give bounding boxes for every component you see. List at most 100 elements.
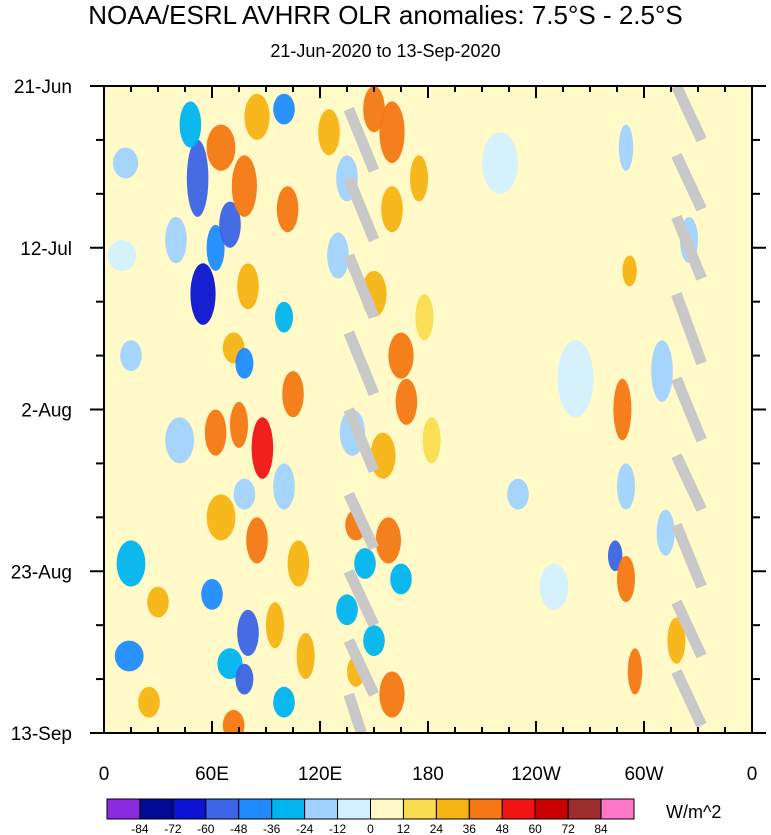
anomaly-region-67 <box>622 255 637 287</box>
anomaly-region-34 <box>275 301 293 333</box>
anomaly-region-68 <box>613 378 632 441</box>
plot-background <box>104 86 752 733</box>
anomaly-region-3 <box>116 540 146 587</box>
missing-data-streak-7 <box>343 638 379 697</box>
anomaly-region-54 <box>395 378 418 425</box>
anomaly-region-38 <box>273 686 295 718</box>
colorbar-level-label: 0 <box>367 822 374 835</box>
anomaly-region-71 <box>617 555 635 603</box>
anomaly-region-45 <box>354 548 376 579</box>
missing-data-streak-3 <box>343 330 380 397</box>
anomaly-region-75 <box>667 617 686 664</box>
missing-data-streak-4 <box>343 407 380 474</box>
anomaly-region-53 <box>388 332 414 379</box>
anomaly-region-19 <box>235 347 254 379</box>
anomaly-region-61 <box>422 417 441 464</box>
anomaly-region-59 <box>410 155 428 202</box>
anomaly-region-31 <box>266 602 284 649</box>
anomaly-region-4 <box>114 640 144 672</box>
anomaly-region-36 <box>273 463 295 510</box>
anomaly-region-32 <box>273 93 295 125</box>
anomaly-region-7 <box>165 417 195 464</box>
anomaly-region-20 <box>204 409 227 456</box>
anomaly-region-47 <box>363 625 385 656</box>
missing-data-streak-2 <box>343 253 380 320</box>
colorbar-swatch <box>106 798 141 820</box>
anomaly-field <box>107 86 707 733</box>
missing-data-streak-15 <box>671 522 707 589</box>
anomaly-region-70 <box>608 540 623 572</box>
missing-data-streak-14 <box>671 453 707 512</box>
colorbar-swatch <box>172 798 207 820</box>
colorbar-swatch <box>435 798 470 820</box>
missing-data-streak-11 <box>671 214 707 281</box>
chart-subtitle: 21-Jun-2020 to 13-Sep-2020 <box>270 41 501 61</box>
anomaly-region-42 <box>327 232 349 279</box>
x-tick-label: 60E <box>195 764 229 785</box>
anomaly-region-0 <box>113 147 139 179</box>
anomaly-region-39 <box>296 632 315 680</box>
colorbar-swatch <box>205 798 240 820</box>
anomaly-region-66 <box>618 124 634 171</box>
missing-data-streak-13 <box>671 376 707 443</box>
x-tick-label: 120W <box>511 764 561 785</box>
anomaly-region-24 <box>246 517 268 564</box>
missing-data-streak-8 <box>343 692 367 733</box>
anomaly-region-11 <box>206 224 225 271</box>
colorbar-swatch <box>271 798 306 820</box>
anomaly-region-50 <box>379 101 405 163</box>
anomaly-region-28 <box>217 648 243 680</box>
anomaly-region-25 <box>233 478 256 510</box>
missing-data-streak-16 <box>671 599 707 659</box>
anomaly-region-6 <box>147 586 169 618</box>
anomaly-region-29 <box>235 663 254 695</box>
anomaly-region-69 <box>617 463 635 510</box>
colorbar-level-label: -72 <box>164 822 182 835</box>
anomaly-region-13 <box>179 101 202 148</box>
missing-data-streak-6 <box>343 568 379 628</box>
x-tick-label: 0 <box>99 764 110 785</box>
anomaly-region-23 <box>206 494 236 541</box>
colorbar-level-label: -24 <box>296 822 314 835</box>
anomaly-region-27 <box>237 609 259 657</box>
missing-data-streak-12 <box>671 292 707 366</box>
anomaly-region-65 <box>539 563 569 610</box>
anomaly-region-60 <box>415 294 434 341</box>
anomaly-region-46 <box>336 594 358 626</box>
anomaly-region-2 <box>120 340 142 371</box>
missing-data-streak-17 <box>671 669 707 728</box>
colorbar-swatch <box>501 798 536 820</box>
x-tick-label: 0 <box>747 764 758 785</box>
anomaly-region-15 <box>231 155 257 217</box>
anomaly-region-62 <box>507 478 529 510</box>
anomaly-region-40 <box>318 109 340 156</box>
colorbar-swatch <box>370 798 404 820</box>
missing-data-streak-9 <box>671 86 707 143</box>
x-tick-label: 120E <box>298 764 342 785</box>
colorbar-level-label: 36 <box>463 822 477 835</box>
anomaly-region-26 <box>201 579 223 610</box>
colorbar-level-label: 60 <box>529 822 543 835</box>
y-tick-label: 12-Jul <box>20 239 72 260</box>
anomaly-region-56 <box>375 517 401 564</box>
anomaly-region-58 <box>379 671 405 718</box>
anomaly-region-63 <box>482 132 518 194</box>
anomaly-region-12 <box>219 201 241 248</box>
anomaly-region-35 <box>282 371 304 418</box>
anomaly-region-16 <box>244 93 270 140</box>
x-tick-label: 180 <box>412 764 444 785</box>
y-tick-label: 13-Sep <box>11 724 72 745</box>
colorbar-level-label: 12 <box>397 822 411 835</box>
colorbar-level-label: -84 <box>131 822 149 835</box>
colorbar-level-label: 72 <box>561 822 575 835</box>
anomaly-region-51 <box>381 186 403 233</box>
colorbar-level-label: -36 <box>263 822 281 835</box>
anomaly-region-33 <box>276 186 299 233</box>
anomaly-region-22 <box>230 401 248 448</box>
colorbar-swatch <box>468 798 503 820</box>
colorbar-level-label: -12 <box>329 822 347 835</box>
anomaly-region-8 <box>165 216 187 264</box>
colorbar-swatch <box>534 798 569 820</box>
y-tick-label: 2-Aug <box>21 401 72 422</box>
